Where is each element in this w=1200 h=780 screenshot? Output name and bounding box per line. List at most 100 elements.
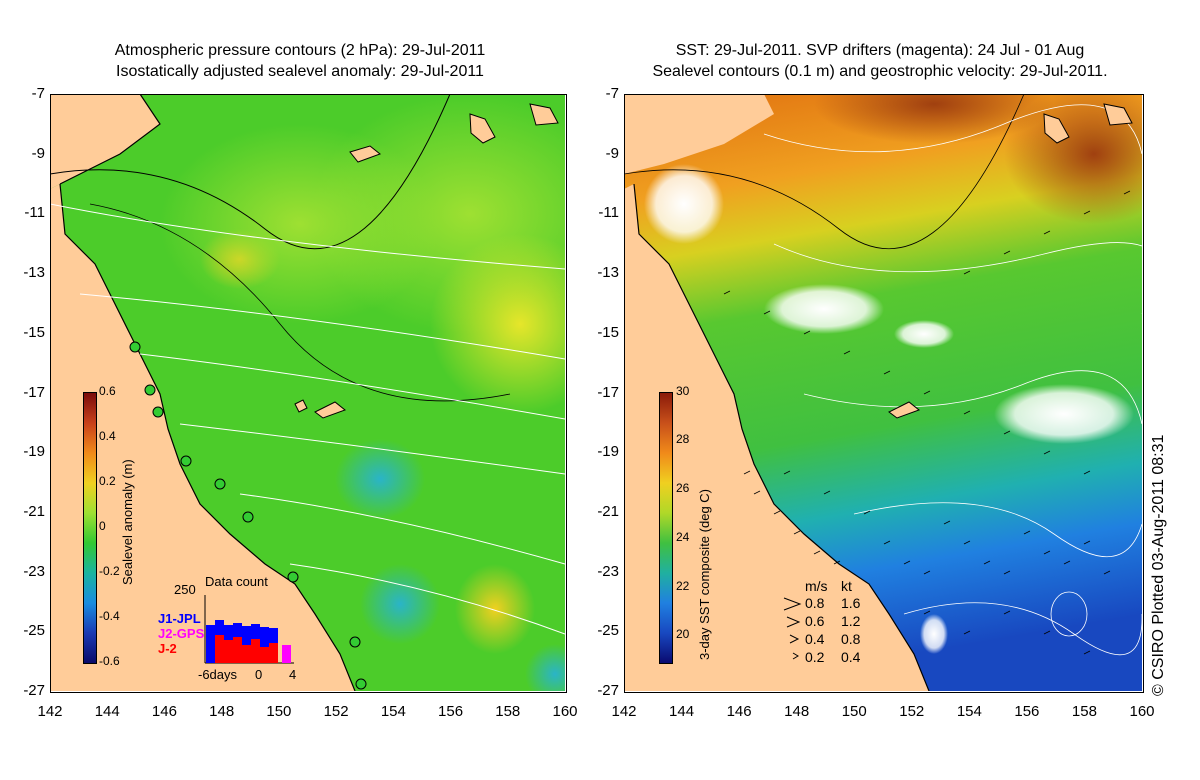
left-x-tick-158: 158 [495, 703, 521, 720]
pressure-contour-1 [50, 203, 565, 270]
count-bar-7-j1 [260, 627, 269, 663]
data-count-x-label-2: 0 [255, 667, 263, 682]
count-bar-6-j2 [251, 639, 260, 663]
left-x-tick-152: 152 [323, 703, 349, 720]
sla-colorbar-tick-7: -0.6 [99, 654, 120, 668]
sst-island-2 [1103, 103, 1133, 126]
count-bar-3-j2 [224, 640, 233, 663]
shelf-contour-2 [89, 203, 511, 402]
right-x-tick-144: 144 [669, 703, 695, 720]
vel-arrow-02 [792, 652, 799, 660]
vel-row-4-ms: 0.2 [805, 649, 825, 665]
sst-colorbar-tick-5: 22 [676, 579, 690, 593]
left-x-tick-160: 160 [552, 703, 578, 720]
left-x-tick-146: 146 [151, 703, 177, 720]
cloud-mask-3 [644, 164, 724, 244]
count-bar-1-j1 [206, 625, 215, 663]
count-bar-4-j2 [233, 637, 242, 663]
left-x-tick-144: 144 [94, 703, 120, 720]
island-2 [529, 103, 559, 126]
sst-map [624, 94, 1142, 691]
pressure-contour-6 [289, 563, 565, 635]
sst-new-guinea-land [624, 94, 774, 174]
count-bar-2-j2 [215, 635, 224, 663]
sst-colorbar [659, 392, 673, 664]
right-title-line1: SST: 29-Jul-2011. SVP drifters (magenta)… [675, 42, 1085, 59]
sst-colorbar-tick-2: 28 [676, 432, 690, 446]
right-title-line2: Sealevel contours (0.1 m) and geostrophi… [652, 63, 1108, 80]
data-count-ymax: 250 [174, 582, 196, 597]
left-y-tick--9: -9 [31, 144, 45, 162]
sla-colorbar-tick-2: 0.4 [99, 429, 116, 443]
new-guinea-west-land [50, 94, 160, 189]
left-y-tick--25: -25 [23, 622, 45, 640]
sla-low-eddy-s [360, 564, 440, 644]
sst-queensland-coastline [633, 183, 930, 691]
vel-arrow-06 [786, 616, 801, 628]
queensland-coastline [59, 183, 356, 691]
sealevel-anomaly-map [50, 94, 565, 691]
right-x-tick-150: 150 [841, 703, 867, 720]
left-y-tick--23: -23 [23, 562, 45, 580]
tide-gauge-9 [355, 678, 367, 690]
right-x-tick-152: 152 [899, 703, 925, 720]
left-y-tick--21: -21 [23, 502, 45, 520]
cloud-mask-4 [894, 320, 954, 348]
left-y-tick--17: -17 [23, 383, 45, 401]
right-x-tick-158: 158 [1071, 703, 1097, 720]
sl-contour-2 [773, 242, 1142, 314]
count-bar-5-j1 [242, 626, 251, 663]
tide-gauge-5 [214, 478, 226, 490]
count-bar-5-j2 [242, 645, 251, 663]
copyright-text: © CSIRO Plotted 03-Aug-2011 08:31 [1150, 434, 1167, 696]
right-x-tick-156: 156 [1014, 703, 1040, 720]
vel-legend-arrows [783, 597, 802, 660]
right-y-tick--7: -7 [605, 85, 619, 102]
sla-peak-157 [455, 564, 535, 654]
sst-queensland-land [624, 184, 929, 691]
right-panel-title: SST: 29-Jul-2011. SVP drifters (magenta)… [600, 40, 1160, 82]
tide-gauge-3 [152, 406, 164, 418]
right-y-tick--17: -17 [597, 383, 619, 401]
sst-colorbar-tick-4: 24 [676, 530, 690, 544]
left-y-tick--27: -27 [23, 682, 45, 699]
legend-j2-gps: J2-GPS [158, 626, 205, 641]
sst-colorbar-tick-1: 30 [676, 384, 690, 398]
left-y-tick--7: -7 [31, 85, 45, 102]
left-y-tick--13: -13 [23, 264, 45, 282]
right-x-tick-142: 142 [611, 703, 637, 720]
right-y-tick--11: -11 [598, 204, 619, 222]
vel-row-2-kt: 1.2 [841, 613, 861, 629]
left-y-tick--11: -11 [24, 204, 45, 222]
sla-high-region-n [160, 124, 440, 324]
right-y-tick--19: -19 [597, 443, 619, 461]
cloud-mask-5 [920, 614, 948, 654]
vel-arrow-08 [783, 597, 802, 611]
sl-contour-5 [903, 602, 1142, 656]
right-x-tick-148: 148 [784, 703, 810, 720]
right-y-tick--15: -15 [597, 323, 619, 341]
sst-shelf-contour [624, 94, 1025, 250]
vel-legend-header-kt: kt [841, 578, 852, 594]
sst-colorbar-tick-3: 26 [676, 481, 690, 495]
right-y-tick--23: -23 [597, 562, 619, 580]
vel-row-4-kt: 0.4 [841, 649, 861, 665]
sla-colorbar-tick-3: 0.2 [99, 474, 116, 488]
sl-contour-3 [803, 370, 1142, 425]
sst-colorbar-tick-6: 20 [676, 627, 690, 641]
pressure-contour-4 [179, 423, 565, 475]
sst-map-svg [624, 94, 1142, 691]
left-panel-title: Atmospheric pressure contours (2 hPa): 2… [40, 40, 560, 82]
island-5 [314, 401, 347, 419]
left-x-tick-148: 148 [209, 703, 235, 720]
sst-colorbar-title: 3-day SST composite (deg C) [697, 489, 712, 660]
cloud-mask-1 [994, 384, 1134, 444]
sla-low-eddy-se [525, 644, 565, 691]
shelf-contour-1 [50, 94, 451, 250]
island-3 [349, 145, 382, 163]
right-y-tick--27: -27 [597, 682, 619, 699]
sl-contour-4 [853, 502, 1142, 557]
pressure-contour-5 [239, 493, 565, 565]
left-x-tick-142: 142 [37, 703, 63, 720]
right-y-tick--9: -9 [605, 144, 619, 162]
